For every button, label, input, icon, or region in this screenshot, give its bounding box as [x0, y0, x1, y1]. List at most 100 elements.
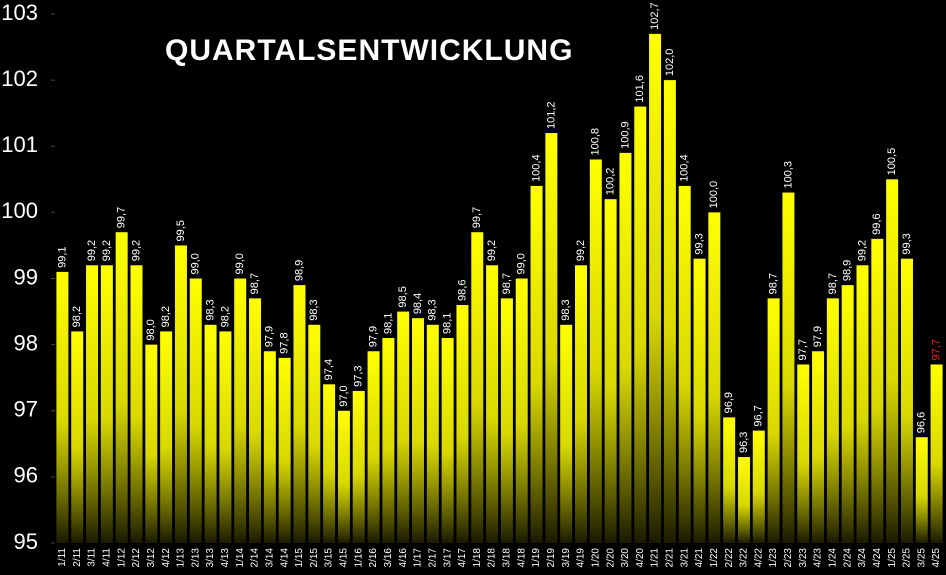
value-label: 96,7 — [753, 405, 765, 426]
x-tick-label: 1/14 — [235, 548, 246, 568]
bar — [382, 338, 395, 543]
value-label: 98,2 — [219, 306, 231, 327]
x-tick-label: 4/21 — [694, 548, 705, 568]
x-tick-label: 4/13 — [220, 548, 231, 568]
x-tick-label: 4/22 — [753, 548, 764, 568]
bar — [71, 331, 84, 543]
x-tick-label: 3/16 — [383, 548, 394, 568]
value-label: 98,3 — [427, 299, 439, 320]
value-label: 96,6 — [916, 412, 928, 433]
value-label: 97,9 — [812, 326, 824, 347]
x-tick-label: 3/14 — [264, 548, 275, 568]
y-tick-label: 103 — [1, 0, 38, 25]
value-label: 99,7 — [116, 207, 128, 228]
bar — [234, 278, 247, 543]
value-label: 100,5 — [886, 148, 898, 176]
bar — [204, 324, 217, 543]
value-label: 99,1 — [56, 246, 68, 267]
x-tick-label: 1/16 — [353, 548, 364, 568]
x-tick-label: 4/19 — [576, 548, 587, 568]
bar — [367, 351, 380, 543]
bar — [441, 338, 454, 543]
value-label: 99,0 — [516, 253, 528, 274]
y-tick-label: 95 — [14, 529, 38, 554]
x-tick-label: 3/12 — [146, 548, 157, 568]
x-tick-label: 1/17 — [413, 548, 424, 568]
value-label: 99,6 — [871, 213, 883, 234]
bar — [145, 344, 158, 543]
x-tick-label: 4/24 — [872, 548, 883, 568]
value-label: 98,9 — [842, 260, 854, 281]
value-label: 100,2 — [605, 168, 617, 196]
bar — [782, 192, 795, 543]
x-tick-label: 3/13 — [205, 548, 216, 568]
bar — [930, 364, 943, 543]
bar — [130, 265, 143, 543]
bar — [486, 265, 499, 543]
value-label: 96,9 — [723, 392, 735, 413]
bar — [323, 384, 336, 543]
bar — [100, 265, 113, 543]
value-label: 97,8 — [279, 332, 291, 353]
x-tick-label: 1/24 — [828, 548, 839, 568]
value-label: 98,1 — [442, 313, 454, 334]
bar — [308, 324, 321, 543]
value-label: 96,3 — [738, 432, 750, 453]
x-tick-label: 1/22 — [709, 548, 720, 568]
bar — [826, 298, 839, 543]
bar — [723, 417, 736, 543]
x-tick-label: 2/23 — [783, 548, 794, 568]
x-tick-label: 1/21 — [650, 548, 661, 568]
bar — [604, 199, 617, 543]
x-tick-label: 2/19 — [546, 548, 557, 568]
x-tick-label: 2/24 — [842, 548, 853, 568]
x-tick-label: 1/15 — [294, 548, 305, 568]
value-label: 98,2 — [71, 306, 83, 327]
bar — [574, 265, 587, 543]
x-tick-label: 3/21 — [679, 548, 690, 568]
bar — [663, 80, 676, 543]
chart-title: QUARTALSENTWICKLUNG — [165, 34, 573, 67]
x-tick-label: 1/19 — [531, 548, 542, 568]
value-label: 99,2 — [575, 240, 587, 261]
value-label: 98,5 — [397, 286, 409, 307]
x-tick-label: 1/20 — [590, 548, 601, 568]
value-label: 101,6 — [634, 75, 646, 103]
value-label: 98,3 — [308, 299, 320, 320]
x-tick-label: 3/18 — [502, 548, 513, 568]
y-tick-label: 96 — [14, 463, 38, 488]
bar — [752, 430, 765, 543]
x-tick-label: 1/12 — [116, 548, 127, 568]
bar — [767, 298, 780, 543]
x-tick-label: 2/17 — [427, 548, 438, 568]
value-label: 100,4 — [530, 154, 542, 182]
bar — [515, 278, 528, 543]
x-tick-label: 2/11 — [72, 548, 83, 567]
x-tick-label: 3/23 — [798, 548, 809, 568]
y-tick-label: 100 — [1, 198, 38, 223]
bar — [560, 324, 573, 543]
x-tick-label: 3/15 — [324, 548, 335, 568]
value-label: 102,0 — [664, 49, 676, 77]
bar — [471, 232, 484, 543]
x-tick-label: 2/16 — [368, 548, 379, 568]
bar — [412, 318, 425, 543]
x-tick-label: 1/11 — [57, 548, 68, 567]
value-label: 99,0 — [234, 253, 246, 274]
value-label: 98,3 — [204, 299, 216, 320]
value-label: 98,4 — [412, 293, 424, 314]
x-tick-label: 3/24 — [857, 548, 868, 568]
value-label: 97,4 — [323, 359, 335, 380]
y-tick-label: 102 — [1, 66, 38, 91]
x-tick-label: 3/11 — [87, 548, 98, 567]
bar — [189, 278, 202, 543]
x-tick-label: 2/22 — [724, 548, 735, 568]
value-label: 98,3 — [560, 299, 572, 320]
bar — [278, 357, 291, 543]
value-label: 97,7 — [930, 339, 942, 360]
bar — [678, 185, 691, 544]
value-label: 99,2 — [486, 240, 498, 261]
x-tick-label: 2/15 — [309, 548, 320, 568]
x-tick-label: 2/20 — [605, 548, 616, 568]
